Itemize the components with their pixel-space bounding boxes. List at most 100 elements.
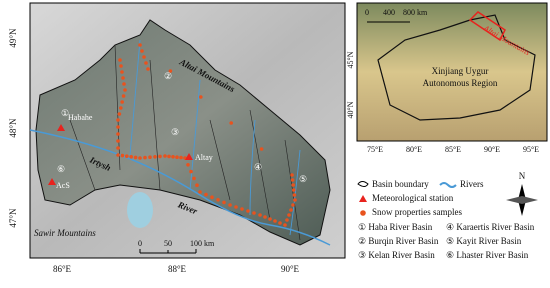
lon-label: 86°E	[53, 264, 72, 274]
legend-icon	[360, 210, 366, 216]
snow-sample	[252, 211, 256, 215]
legend: Basin boundary Rivers Meteorological sta…	[357, 171, 538, 260]
lon-label: 95°E	[523, 145, 539, 154]
irtysh-river	[29, 129, 331, 246]
tributaries	[129, 39, 301, 236]
station-marker	[185, 153, 193, 160]
snow-sample	[148, 155, 152, 159]
lat-label: 45°N	[346, 51, 355, 68]
scale-label: 0	[138, 239, 142, 248]
snow-sample	[179, 155, 183, 160]
legend-basin: ⑤ Kayit River Basin	[446, 236, 522, 246]
lon-label: 80°E	[406, 145, 422, 154]
snow-sample	[125, 154, 129, 158]
snow-sample	[121, 76, 125, 80]
snow-sample	[216, 198, 220, 202]
station-label: Altay	[195, 153, 213, 162]
snow-sample	[116, 125, 120, 129]
main-map: Habahe Altay AcS Altai Mountains Sawir M…	[8, 2, 346, 274]
legend-label: Basin boundary	[372, 179, 429, 189]
snow-sample	[293, 198, 297, 202]
lon-label: 85°E	[445, 145, 461, 154]
study-area-outline	[468, 11, 506, 42]
snow-sample	[120, 70, 124, 74]
lon-label: 90°E	[281, 264, 300, 274]
snow-sample	[210, 195, 214, 199]
snow-sample	[158, 154, 162, 159]
legend-basin: ③ Kelan River Basin	[358, 250, 435, 260]
north-arrow	[506, 196, 538, 204]
snow-sample	[116, 139, 120, 143]
lat-label: 40°N	[346, 101, 355, 118]
lat-label: 47°N	[8, 208, 18, 228]
basin-number: ③	[171, 127, 179, 137]
snow-sample	[204, 192, 208, 197]
snow-sample	[153, 155, 157, 159]
snow-sample	[120, 100, 124, 104]
lat-label: 49°N	[8, 28, 18, 48]
snow-sample	[189, 169, 193, 174]
station-marker	[48, 178, 56, 185]
basin-number: ④	[254, 162, 262, 172]
legend-basin: ⑥ Lhaster River Basin	[446, 250, 529, 260]
lon-label: 75°E	[367, 145, 383, 154]
snow-sample	[146, 67, 150, 71]
snow-sample	[129, 155, 133, 159]
snow-sample	[291, 203, 295, 207]
legend-label: Snow properties samples	[372, 207, 462, 217]
snow-sample	[167, 154, 171, 159]
snow-sample	[259, 147, 264, 151]
snow-sample	[234, 205, 238, 209]
snow-sample	[292, 188, 296, 192]
inset-map: 0 400 800 km Altai Mountains Xinjiang Uy…	[346, 2, 548, 154]
snow-sample	[116, 153, 120, 157]
station-label: Habahe	[68, 113, 93, 122]
snow-sample	[142, 55, 146, 59]
legend-icon	[357, 181, 369, 187]
snow-sample	[228, 203, 232, 207]
snow-sample	[229, 121, 233, 125]
snow-sample	[273, 219, 277, 223]
legend-icon	[439, 182, 457, 188]
legend-basin: ④ Karaertis River Basin	[446, 222, 535, 232]
snow-sample	[163, 154, 167, 158]
basin-number: ①	[61, 108, 69, 118]
snow-sample	[283, 223, 287, 227]
snow-sample	[186, 163, 190, 167]
snow-sample	[246, 209, 250, 213]
snow-sample	[133, 155, 138, 160]
mountain-label: Sawir Mountains	[34, 228, 96, 238]
snow-sample	[121, 94, 126, 98]
snow-sample	[123, 88, 127, 92]
scale-label: 400	[383, 8, 395, 17]
snow-sample	[285, 218, 289, 222]
snow-sample	[140, 49, 144, 53]
snow-sample	[240, 207, 244, 211]
snow-sample	[195, 183, 199, 187]
snow-sample	[289, 208, 293, 212]
snow-sample	[119, 106, 123, 110]
snow-sample	[143, 155, 147, 160]
basin-number: ⑤	[299, 174, 307, 184]
north-label: N	[519, 171, 526, 181]
snow-sample	[290, 178, 295, 182]
snow-sample	[258, 213, 262, 217]
snow-sample	[171, 155, 175, 159]
snow-sample	[199, 95, 203, 99]
scale-label: 0	[365, 8, 369, 17]
snow-sample	[118, 58, 122, 62]
xinjiang-boundary	[377, 14, 536, 121]
study-region	[35, 19, 331, 246]
scale-label: 800 km	[403, 8, 428, 17]
scale-label: 100 km	[190, 239, 215, 248]
scale-ticks	[139, 249, 197, 253]
snow-sample	[291, 183, 296, 187]
station-label: AcS	[56, 181, 70, 190]
region-label: Xinjiang Uygur	[432, 66, 489, 76]
region-label: Autonomous Region	[423, 78, 498, 88]
snow-sample	[292, 193, 297, 197]
lon-label: 88°E	[168, 264, 187, 274]
legend-icon	[359, 195, 367, 202]
snow-sample	[138, 43, 142, 47]
snow-sample	[222, 200, 226, 205]
